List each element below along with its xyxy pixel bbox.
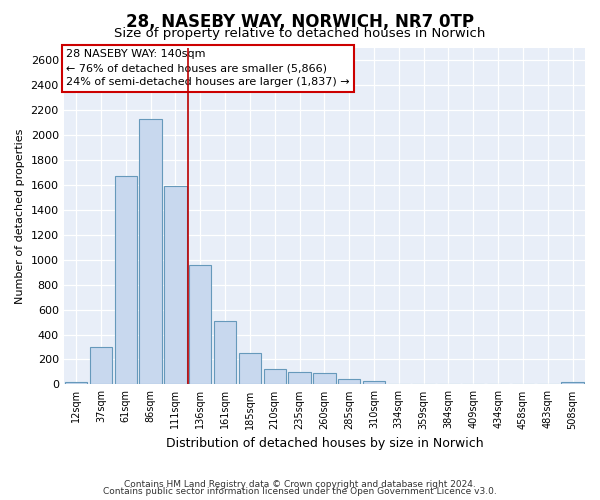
Bar — [363, 380, 385, 384]
Bar — [239, 353, 261, 384]
Text: Contains public sector information licensed under the Open Government Licence v3: Contains public sector information licen… — [103, 488, 497, 496]
Text: Contains HM Land Registry data © Crown copyright and database right 2024.: Contains HM Land Registry data © Crown c… — [124, 480, 476, 489]
Bar — [263, 370, 286, 384]
Bar — [289, 372, 311, 384]
Bar — [214, 321, 236, 384]
Text: 28 NASEBY WAY: 140sqm
← 76% of detached houses are smaller (5,866)
24% of semi-d: 28 NASEBY WAY: 140sqm ← 76% of detached … — [66, 49, 350, 87]
Bar — [90, 347, 112, 385]
Y-axis label: Number of detached properties: Number of detached properties — [15, 128, 25, 304]
X-axis label: Distribution of detached houses by size in Norwich: Distribution of detached houses by size … — [166, 437, 483, 450]
Bar — [139, 118, 162, 384]
Text: Size of property relative to detached houses in Norwich: Size of property relative to detached ho… — [115, 28, 485, 40]
Bar — [115, 176, 137, 384]
Bar — [189, 264, 211, 384]
Bar — [313, 372, 335, 384]
Bar — [562, 382, 584, 384]
Bar — [338, 380, 361, 384]
Text: 28, NASEBY WAY, NORWICH, NR7 0TP: 28, NASEBY WAY, NORWICH, NR7 0TP — [126, 12, 474, 30]
Bar — [164, 186, 187, 384]
Bar — [65, 382, 87, 384]
